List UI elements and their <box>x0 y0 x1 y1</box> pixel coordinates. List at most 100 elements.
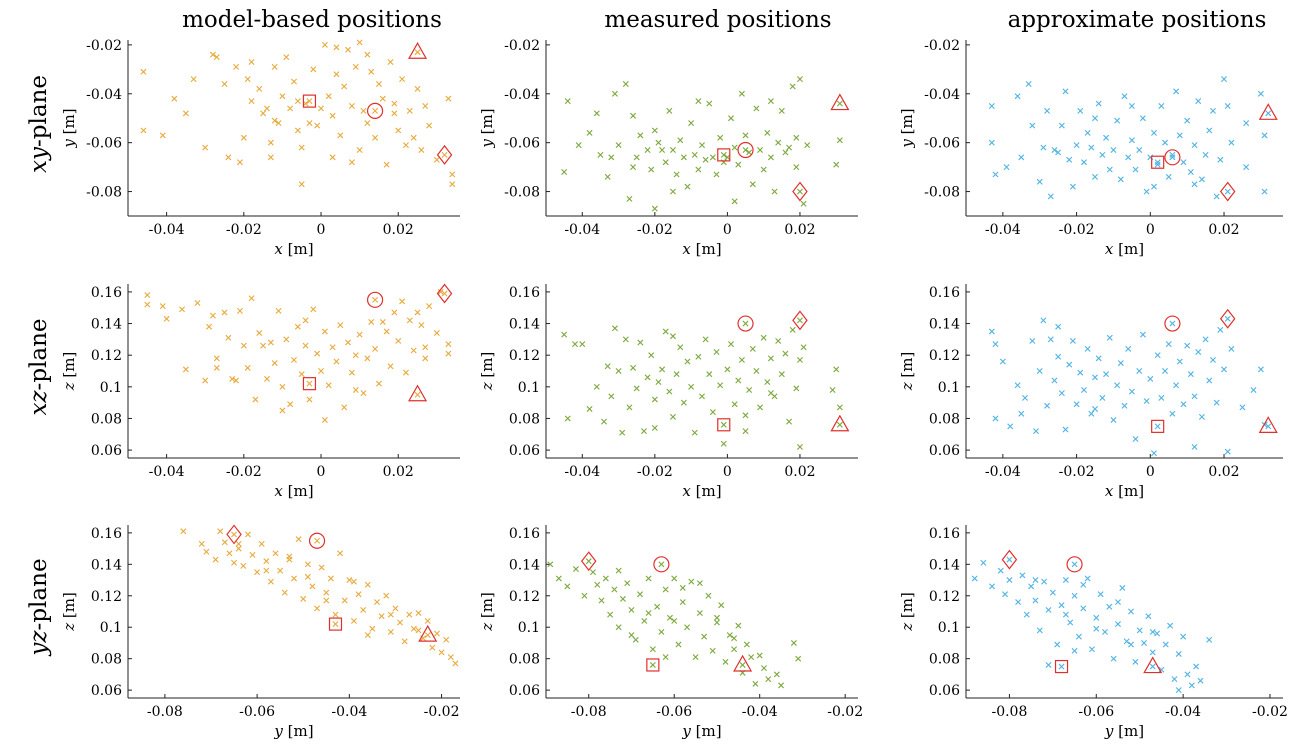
data-point <box>1099 394 1106 401</box>
y-axis-label: z [m] <box>60 592 78 632</box>
data-point <box>1176 132 1183 139</box>
data-point <box>684 358 691 365</box>
data-point <box>402 369 409 376</box>
data-point <box>1073 401 1080 408</box>
y-tick-label: 0.08 <box>91 411 122 427</box>
y-tick-label: 0.1 <box>518 620 540 636</box>
x-tick-label: -0.02 <box>424 704 460 720</box>
triangle-marker <box>830 414 850 432</box>
highlight-point-diamond <box>796 188 803 195</box>
data-point <box>1055 323 1062 330</box>
data-point <box>765 676 772 683</box>
data-point <box>731 635 738 642</box>
data-point <box>260 110 267 117</box>
x-axis-label-var: x <box>682 482 691 500</box>
data-point <box>619 595 626 602</box>
data-point <box>720 440 727 447</box>
data-point <box>422 355 429 362</box>
data-point <box>244 76 251 83</box>
data-point <box>1143 398 1150 405</box>
highlight-point-triangle <box>1265 423 1272 430</box>
data-point <box>443 636 450 643</box>
data-point <box>615 567 622 574</box>
data-point <box>327 575 334 582</box>
data-point <box>669 147 676 153</box>
data-point <box>1128 388 1135 395</box>
data-point <box>989 583 996 590</box>
data-point <box>418 147 425 153</box>
y-axis-label: y [m] <box>60 108 78 148</box>
data-point <box>283 336 290 343</box>
data-point <box>226 550 233 557</box>
data-point <box>1128 103 1135 109</box>
y-axis-label-unit: [m] <box>60 592 78 623</box>
y-axis-label-var: y <box>898 139 916 149</box>
square-marker <box>302 94 317 108</box>
data-point <box>645 575 652 582</box>
data-point <box>644 147 651 153</box>
highlight-point-circle <box>742 320 749 327</box>
data-point <box>602 575 609 582</box>
x-axis-label-unit: [m] <box>1113 240 1144 258</box>
data-point <box>1062 577 1069 584</box>
data-point <box>748 654 755 661</box>
x-tick-label: -0.02 <box>827 704 863 720</box>
data-point <box>314 605 321 612</box>
highlight-point-square <box>306 380 313 387</box>
data-point <box>764 129 771 136</box>
data-point <box>615 368 622 374</box>
x-axis-label: x [m] <box>1105 240 1144 258</box>
data-point <box>593 110 600 117</box>
data-point <box>263 375 270 382</box>
y-tick-label: 0.16 <box>929 526 960 542</box>
x-axis-label: x [m] <box>1105 482 1144 500</box>
highlight-point-triangle <box>424 632 431 639</box>
data-point <box>1014 93 1021 100</box>
data-point <box>304 573 311 580</box>
data-point <box>231 559 238 566</box>
data-point <box>709 409 716 416</box>
data-point <box>673 171 680 178</box>
data-point <box>1077 107 1084 114</box>
data-point <box>619 429 626 436</box>
data-point <box>1180 633 1187 640</box>
data-point <box>1115 621 1121 628</box>
data-point <box>655 379 662 386</box>
data-point <box>662 159 669 166</box>
y-tick-label: 0.08 <box>509 411 540 427</box>
x-tick-label: 0.02 <box>784 464 815 480</box>
data-point <box>383 161 390 168</box>
data-point <box>406 107 413 114</box>
data-point <box>1250 386 1257 393</box>
data-point <box>773 671 780 678</box>
data-point <box>387 59 394 65</box>
data-point <box>329 154 336 161</box>
data-point <box>1209 356 1216 363</box>
panel-yz-measured: -0.08 -0.06 -0.04 -0.02 0.06 0.08 0.1 0.12 0.14 0… <box>478 525 863 740</box>
data-point <box>630 164 637 171</box>
data-point <box>1103 134 1110 141</box>
data-point <box>1119 584 1126 591</box>
y-tick-label: 0.12 <box>929 589 960 605</box>
y-tick-label: -0.08 <box>924 185 960 201</box>
data-point <box>1073 142 1080 149</box>
data-point <box>286 553 293 560</box>
data-point <box>789 326 796 333</box>
data-point <box>1167 622 1174 629</box>
data-point <box>622 336 629 343</box>
data-point <box>679 584 686 591</box>
highlight-point-square <box>1154 423 1161 430</box>
data-point <box>1175 687 1182 694</box>
panel-xz-model: -0.04 -0.02 0 0.02 0.06 0.08 0.1 0.12 0.14 0.16 x … <box>60 283 460 500</box>
data-point <box>1018 154 1025 161</box>
data-point <box>1136 627 1143 634</box>
y-axis-label: z [m] <box>898 592 916 632</box>
data-point <box>632 636 639 643</box>
data-point <box>793 134 800 141</box>
data-point <box>198 540 205 547</box>
data-point <box>1066 156 1073 163</box>
data-point <box>793 385 800 392</box>
diamond-marker <box>436 283 453 304</box>
data-point <box>1132 166 1139 173</box>
data-point <box>355 591 362 598</box>
